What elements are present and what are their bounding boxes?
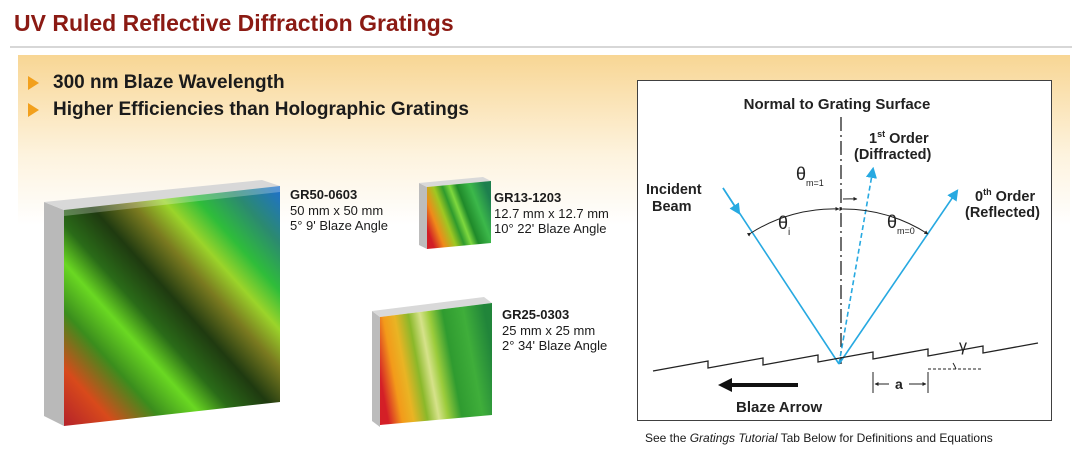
gamma-arc — [952, 362, 957, 370]
arc-theta-m0 — [839, 207, 929, 235]
diagram-svg: Normal to Grating Surface 1st Order (Dif… — [646, 96, 1040, 416]
zeroth-order-text: Order — [992, 189, 1036, 205]
blaze-arrow-label: Blaze Arrow — [736, 399, 822, 416]
theta-symbol: θ — [796, 164, 806, 184]
first-order-num: 1 — [869, 131, 877, 147]
part-number[interactable]: GR50-0603 — [290, 187, 358, 202]
diagram-caption: See the Gratings Tutorial Tab Below for … — [645, 431, 993, 445]
grating-image-gr25-0303 — [372, 297, 492, 427]
caption-after: Tab Below for Definitions and Equations — [777, 431, 993, 445]
grating-surface — [652, 342, 1039, 372]
gamma-label: γ — [959, 338, 967, 355]
reflected-beam — [838, 189, 959, 365]
blaze-arrowhead-icon — [718, 378, 732, 392]
incident-label: Incident — [646, 182, 702, 198]
theta-m1-label: θm=1 — [796, 164, 824, 188]
zeroth-order-sub: (Reflected) — [965, 205, 1040, 221]
product-size: 25 mm x 25 mm — [502, 322, 596, 338]
product-size: 12.7 mm x 12.7 mm — [494, 205, 609, 221]
bullet-arrow-icon — [28, 102, 39, 117]
grating-image-gr50-0603 — [44, 180, 280, 426]
zeroth-order-label: 0th Order — [975, 187, 1035, 205]
diffracted-beam — [838, 166, 877, 365]
theta-m0-sub: m=0 — [897, 226, 915, 236]
first-order-sub: (Diffracted) — [854, 147, 932, 163]
product-size: 50 mm x 50 mm — [290, 202, 384, 218]
diffraction-diagram: Normal to Grating Surface 1st Order (Dif… — [637, 80, 1052, 421]
product-label-gr13-1203: GR13-1203 12.7 mm x 12.7 mm 10° 22' Blaz… — [494, 190, 609, 237]
gratings-tutorial-link[interactable]: Gratings Tutorial — [689, 431, 778, 445]
incident-beam — [722, 187, 840, 365]
part-number[interactable]: GR13-1203 — [494, 190, 562, 205]
bullet-arrow-icon — [28, 75, 39, 90]
product-label-gr25-0303: GR25-0303 25 mm x 25 mm 2° 34' Blaze Ang… — [502, 307, 607, 354]
arc-theta-i — [746, 206, 840, 237]
theta-m1-sub: m=1 — [806, 178, 824, 188]
zeroth-order-num: 0 — [975, 189, 983, 205]
page-title: UV Ruled Reflective Diffraction Gratings — [14, 10, 454, 36]
first-order-text: Order — [885, 131, 929, 147]
title-divider — [10, 46, 1072, 48]
feature-text: 300 nm Blaze Wavelength — [53, 71, 285, 93]
caption-before: See the — [645, 431, 690, 445]
product-blaze-angle: 10° 22' Blaze Angle — [494, 221, 607, 236]
product-blaze-angle: 2° 34' Blaze Angle — [502, 338, 608, 353]
feature-list: 300 nm Blaze Wavelength Higher Efficienc… — [28, 69, 469, 123]
first-order-label: 1st Order — [869, 129, 929, 147]
zeroth-order-sup: th — [983, 187, 992, 197]
part-number[interactable]: GR25-0303 — [502, 307, 570, 322]
feature-item: Higher Efficiencies than Holographic Gra… — [28, 96, 469, 123]
groove-spacing-label: a — [895, 376, 903, 392]
feature-text: Higher Efficiencies than Holographic Gra… — [53, 98, 469, 120]
theta-i-sub: i — [788, 227, 790, 238]
product-blaze-angle: 5° 9' Blaze Angle — [290, 218, 389, 233]
grating-image-gr13-1203 — [419, 177, 491, 249]
incident-arrow-icon — [722, 187, 741, 215]
beam-label: Beam — [652, 199, 692, 215]
feature-item: 300 nm Blaze Wavelength — [28, 69, 469, 96]
product-label-gr50-0603: GR50-0603 50 mm x 50 mm 5° 9' Blaze Angl… — [290, 187, 388, 234]
normal-label: Normal to Grating Surface — [744, 96, 931, 113]
first-order-sup: st — [877, 129, 885, 139]
